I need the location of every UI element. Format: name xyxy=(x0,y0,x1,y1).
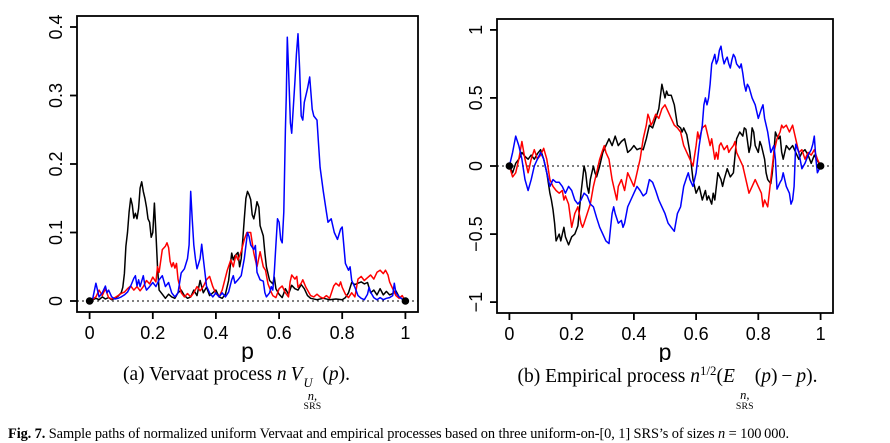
panels-row: 0 0.2 0.4 0.6 0.8 1 0 0.1 0.2 0.3 0.4 p (a) Vervaat… xyxy=(0,0,890,412)
text-segment: ). xyxy=(806,366,818,388)
x-axis-label: p xyxy=(659,339,672,362)
text-segment: E xyxy=(722,366,735,388)
y-tick-label: 0 xyxy=(46,296,66,306)
endpoint-dot xyxy=(816,162,825,170)
x-tick-label: 0.2 xyxy=(140,323,165,343)
y-tick-label: −1 xyxy=(466,292,486,313)
text-segment: p xyxy=(328,364,339,385)
x-tick-label: 0.6 xyxy=(267,323,292,343)
text-segment: SRS xyxy=(303,401,322,413)
y-tick-label: 0 xyxy=(466,161,486,171)
y-tick-label: 1 xyxy=(466,25,486,35)
y-tick-label: 0.1 xyxy=(46,220,66,245)
plot-box xyxy=(76,15,419,313)
text-segment: ). xyxy=(338,364,351,385)
text-segment: (a) Vervaat process xyxy=(122,364,277,385)
text-segment: n xyxy=(276,364,287,385)
panel-b: 0 0.2 0.4 0.6 0.8 1 −1 −0.5 0 0.5 1 p (b) Empirical… xyxy=(445,0,890,412)
x-tick-label: 0.6 xyxy=(684,324,709,344)
y-tick-label: 0.4 xyxy=(46,14,66,39)
endpoint-dot xyxy=(401,297,410,305)
text-segment: V xyxy=(290,364,303,385)
text-segment: = 100 000. xyxy=(725,426,789,443)
series-line-srs-sample-1 xyxy=(508,83,822,246)
endpoint-dot xyxy=(505,162,514,170)
series-line-srs-sample-2 xyxy=(508,104,822,229)
panel-a: 0 0.2 0.4 0.6 0.8 1 0 0.1 0.2 0.3 0.4 p (a) Vervaat… xyxy=(0,0,445,412)
subcaption-b: (b) Empirical process n1/2(E n, SRS (p) − p… xyxy=(445,364,890,412)
endpoint-dot xyxy=(85,297,94,305)
text-segment: ( xyxy=(754,366,762,388)
text-segment: n, xyxy=(307,388,318,403)
text-segment: SRS xyxy=(735,400,754,412)
x-tick-label: 0.4 xyxy=(621,324,646,344)
empirical-process-chart: 0 0.2 0.4 0.6 0.8 1 −1 −0.5 0 0.5 1 p xyxy=(466,18,834,362)
text-segment: Fig. 7. xyxy=(8,426,46,443)
x-tick-label: 0.2 xyxy=(559,324,584,344)
text-segment: n xyxy=(690,366,701,388)
text-segment: − xyxy=(777,366,797,388)
text-segment: n xyxy=(718,426,726,443)
series-line-srs-sample-2 xyxy=(88,231,407,302)
series-line-srs-sample-3 xyxy=(88,33,407,302)
vervaat-process-chart: 0 0.2 0.4 0.6 0.8 1 0 0.1 0.2 0.3 0.4 p xyxy=(46,14,419,362)
text-segment: (b) Empirical process xyxy=(517,366,691,388)
y-tick-label: 0.2 xyxy=(46,151,66,176)
text-segment: Sample paths of normalized uniform Verva… xyxy=(45,426,718,443)
y-tick-label: 0.5 xyxy=(466,85,486,110)
text-segment: U xyxy=(303,375,313,390)
series-line-srs-sample-1 xyxy=(88,181,407,302)
x-tick-label: 0 xyxy=(504,324,514,344)
figure-caption: Fig. 7. Sample paths of normalized unifo… xyxy=(8,426,882,443)
series-line-srs-sample-3 xyxy=(508,45,822,245)
x-axis-label: p xyxy=(241,338,254,362)
x-tick-label: 0 xyxy=(85,323,95,343)
text-segment: p xyxy=(796,366,807,388)
y-tick-label: −0.5 xyxy=(466,216,486,252)
text-segment: ) xyxy=(771,366,778,388)
text-segment: p xyxy=(761,366,772,388)
text-segment: 1/2 xyxy=(700,364,717,378)
x-tick-label: 0.8 xyxy=(746,324,771,344)
x-tick-label: 1 xyxy=(400,323,410,343)
text-segment: n, xyxy=(740,387,750,402)
x-tick-label: 1 xyxy=(816,324,826,344)
text-segment: ( xyxy=(322,364,329,385)
math-supsub: n, SRS xyxy=(736,376,754,411)
x-tick-label: 0.4 xyxy=(203,323,228,343)
y-tick-label: 0.3 xyxy=(46,83,66,108)
x-tick-label: 0.8 xyxy=(330,323,355,343)
text-segment: ( xyxy=(716,366,723,388)
